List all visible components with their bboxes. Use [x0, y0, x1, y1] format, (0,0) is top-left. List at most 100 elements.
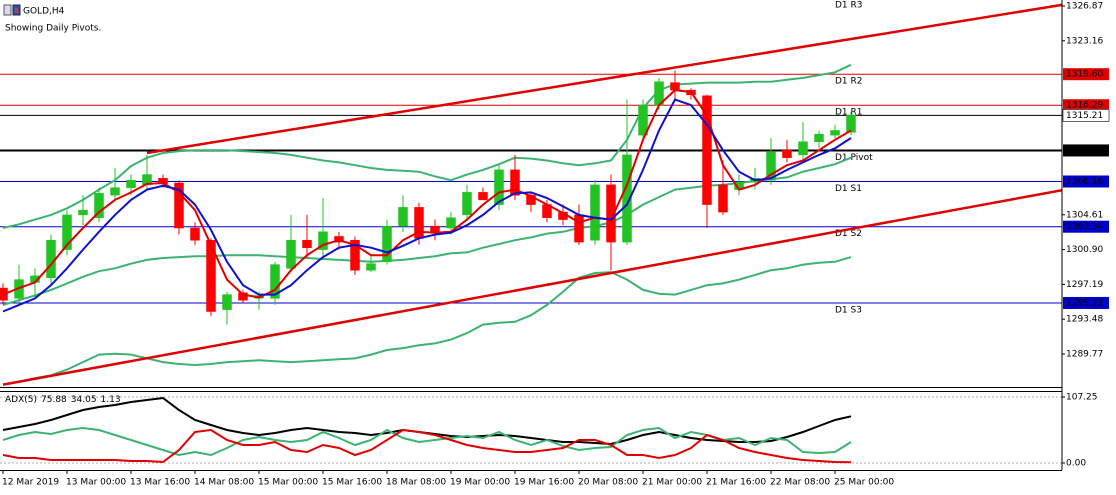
candle-body: [174, 182, 184, 229]
main-plot: D1 R3 D1 R2 D1 R1 D1 Pivot D1 S1 D1 S2 D1 S3: [0, 1, 1062, 386]
candle-body: [222, 294, 232, 310]
adx-value: 1.13: [101, 395, 121, 405]
adx-value: 34.05: [71, 395, 97, 405]
pivot-name: D1 R2: [835, 77, 863, 87]
band-line: [2, 63, 852, 229]
candle-body: [366, 263, 376, 271]
price-label: 1316.29: [1066, 101, 1103, 111]
candle-body: [62, 214, 72, 250]
y-tick-label: 1297.19: [1066, 280, 1103, 290]
candle-body: [286, 239, 296, 269]
candle-body: [590, 184, 600, 241]
trendline-extension: [850, 3, 1062, 41]
candle-body: [382, 225, 392, 263]
x-tick-label: 14 Mar 08:00: [194, 478, 254, 488]
y-tick-label: 0.00: [1066, 458, 1086, 468]
candle-body: [302, 239, 312, 248]
y-tick-label: 1323.16: [1066, 36, 1103, 46]
candle-body: [622, 154, 632, 243]
y-tick-label: 1304.61: [1066, 210, 1103, 220]
adx-header: ADX(5) 75.88 34.05 1.13: [5, 395, 121, 405]
price-label: 1308.16: [1066, 177, 1103, 187]
x-tick-label: 13 Mar 16:00: [130, 478, 190, 488]
candle-body: [446, 217, 456, 229]
candle-body: [766, 151, 776, 181]
candle-body: [574, 214, 584, 243]
price-label-box: [1063, 144, 1109, 157]
trendline: [146, 37, 852, 155]
symbol-icon: [3, 4, 21, 16]
trendline: [2, 227, 852, 386]
x-tick-label: 21 Mar 16:00: [706, 478, 766, 488]
candle-body: [782, 149, 792, 158]
x-tick-label: 20 Mar 08:00: [578, 478, 638, 488]
adx-title: ADX(5): [5, 395, 37, 405]
price-label-box: [1063, 175, 1109, 188]
candle-body: [606, 184, 616, 243]
price-label: 1295.21: [1066, 298, 1103, 308]
moving-average: [2, 98, 852, 313]
icon: [15, 8, 18, 13]
candle-body: [478, 192, 488, 201]
candle-body: [494, 169, 504, 205]
pivot-name: D1 R3: [835, 1, 863, 11]
candle-body: [94, 193, 104, 218]
candle-body: [318, 231, 328, 250]
pivot-name: D1 S2: [835, 229, 862, 239]
x-tick-label: 21 Mar 00:00: [642, 478, 702, 488]
price-label-box: [1063, 99, 1109, 112]
candle-body: [206, 239, 216, 312]
y-tick-label: 1326.87: [1066, 2, 1103, 12]
candle-body: [462, 192, 472, 216]
x-tick-label: 19 Mar 16:00: [514, 478, 574, 488]
candle-body: [270, 264, 280, 299]
x-tick-label: 19 Mar 00:00: [450, 478, 510, 488]
candle-body: [398, 207, 408, 227]
y-tick-label: 1300.90: [1066, 245, 1103, 255]
x-tick-label: 12 Mar 2019: [2, 478, 59, 488]
x-tick-label: 13 Mar 00:00: [66, 478, 126, 488]
pivot-name: D1 Pivot: [835, 153, 873, 163]
price-label-box: [1062, 109, 1110, 122]
price-label: 1303.34: [1066, 222, 1103, 232]
candle-body: [814, 133, 824, 142]
candle-body: [126, 179, 136, 188]
candle-body: [78, 209, 88, 216]
candle-body: [110, 187, 120, 196]
price-label: 1315.21: [1066, 111, 1103, 121]
candle-body: [238, 292, 248, 301]
pivot-name: D1 S3: [835, 305, 862, 315]
x-tick-label: 25 Mar 00:00: [834, 478, 894, 488]
pivot-name: D1 S1: [835, 184, 862, 194]
candle-body: [830, 130, 840, 136]
candle-body: [350, 239, 360, 271]
price-label-box: [1063, 220, 1109, 233]
adx-plot: [0, 396, 1062, 464]
chart-subtitle: Showing Daily Pivots.: [5, 24, 101, 34]
y-tick-label: 1289.77: [1066, 349, 1103, 359]
y-tick-label: 107.25: [1066, 392, 1098, 402]
price-label: 1319.60: [1066, 70, 1103, 80]
candle-body: [846, 115, 856, 133]
x-tick-label: 15 Mar 16:00: [322, 478, 382, 488]
price-label-box: [1063, 68, 1109, 81]
candle-body: [510, 169, 520, 196]
candle-body: [46, 239, 56, 278]
y-tick-label: 1293.48: [1066, 315, 1103, 325]
candle-body: [430, 225, 440, 233]
candle-body: [190, 227, 200, 241]
candle-body: [638, 104, 648, 136]
chart-title: GOLD,H4: [23, 7, 65, 17]
trendline-extension: [850, 188, 1062, 231]
indicator-line: [2, 428, 852, 464]
x-tick-label: 15 Mar 00:00: [258, 478, 318, 488]
price-label: 1311.47: [1066, 146, 1103, 156]
x-tick-label: 18 Mar 08:00: [386, 478, 446, 488]
pivot-name: D1 R1: [835, 108, 863, 118]
x-tick-label: 22 Mar 08:00: [770, 478, 830, 488]
moving-average: [2, 89, 852, 299]
candle-body: [718, 184, 728, 213]
